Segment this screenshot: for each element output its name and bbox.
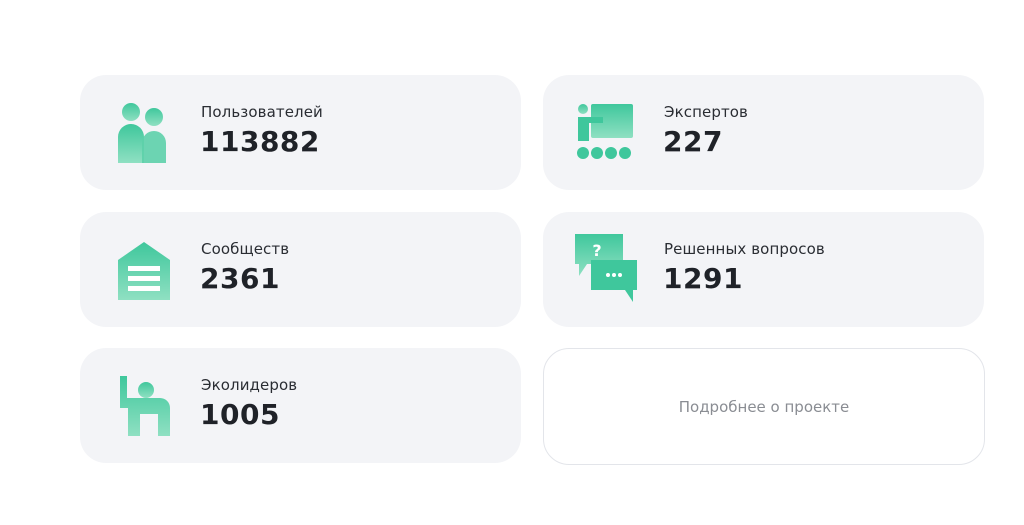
raised-hand-person-icon [120, 376, 170, 436]
stat-label: Пользователей [201, 103, 323, 121]
community-house-icon [118, 242, 170, 300]
stat-value: 2361 [200, 262, 280, 295]
stat-card-solved-questions: ? Решенных вопросов 1291 [543, 212, 984, 327]
stat-card-communities: Сообществ 2361 [80, 212, 521, 327]
users-icon [118, 103, 166, 163]
stat-label: Эколидеров [201, 376, 298, 394]
stat-value: 1291 [663, 262, 743, 295]
stat-card-users: Пользователей 113882 [80, 75, 521, 190]
stat-label: Экспертов [664, 103, 748, 121]
stat-label: Решенных вопросов [664, 240, 825, 258]
stat-card-ecoleaders: Эколидеров 1005 [80, 348, 521, 463]
more-about-project-button[interactable]: Подробнее о проекте [543, 348, 985, 465]
svg-text:?: ? [592, 241, 601, 260]
stat-value: 227 [663, 125, 723, 158]
chat-question-icon: ? [575, 234, 637, 302]
stat-card-experts: Экспертов 227 [543, 75, 984, 190]
presentation-icon [577, 104, 633, 159]
stat-value: 113882 [200, 125, 320, 158]
more-about-project-label: Подробнее о проекте [678, 397, 850, 416]
stat-value: 1005 [200, 398, 280, 431]
stat-label: Сообществ [201, 240, 290, 258]
